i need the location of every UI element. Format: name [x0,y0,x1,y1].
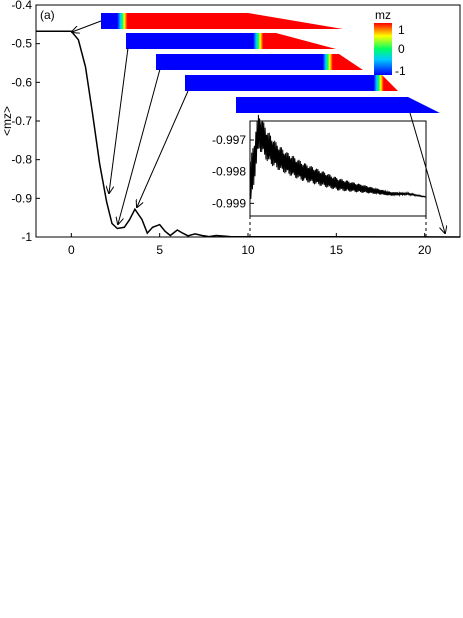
y-tick-label: -0.7 [11,114,32,128]
y-tick-label: -0.8 [11,153,32,167]
colorbar-title: mz [375,8,391,22]
strip-fill [101,13,343,29]
x-tick-label: 20 [418,243,432,257]
domain-wall [437,97,440,113]
domain-wall [373,75,384,91]
y-tick-label: -0.5 [11,37,32,51]
inset-y-tick-label: -0.997 [212,133,246,147]
inset-y-axis: -0.997 -0.998 -0.999 [212,133,254,210]
colorbar-tick-label: 1 [398,23,405,37]
x-tick-label: 0 [68,243,75,257]
snapshot-strip [156,54,363,70]
y-tick-label: -1 [21,230,32,244]
domain-wall [117,13,128,29]
y-axis: -0.4 -0.5 -0.6 -0.7 -0.8 -0.9 -1 [11,0,40,244]
strip-blue-region [236,97,440,113]
strip-red-region [262,33,336,49]
strip-blue-region [101,13,121,29]
strip-blue-region [126,33,257,49]
strip-fill [185,75,398,91]
snapshot-strips [101,13,440,113]
x-tick-label: 10 [241,243,255,257]
snapshot-strip [236,97,440,113]
domain-wall [253,33,264,49]
inset-frame [249,120,427,217]
x-tick-label: 15 [330,243,344,257]
x-tick-label: 5 [156,243,163,257]
snapshot-strip [101,13,343,29]
domain-wall [322,54,333,70]
colorbar-tick-label: -1 [395,64,406,78]
inset-series-line [249,114,427,200]
panel-label: (a) [40,8,55,22]
inset: -0.997 -0.998 -0.999 [212,114,427,237]
colorbar-gradient [374,23,392,75]
strip-red-region [331,54,363,70]
y-tick-label: -0.4 [11,0,32,12]
strip-fill [156,54,363,70]
colorbar: mz 1 0 -1 [374,8,406,78]
strip-red-region [126,13,343,29]
inset-y-tick-label: -0.998 [212,165,246,179]
strip-fill [236,97,440,113]
strip-fill [126,33,336,49]
snapshot-strip [126,33,336,49]
snapshot-arrow [72,20,102,32]
y-axis-label: <mz> [0,106,14,136]
colorbar-tick-label: 0 [398,42,405,56]
snapshot-arrow [409,112,445,233]
strip-blue-region [156,54,326,70]
strip-blue-region [185,75,377,91]
snapshot-arrow [109,47,129,193]
series-line [36,30,461,238]
snapshot-arrows [72,20,445,233]
snapshot-arrow [118,68,161,224]
inset-y-tick-label: -0.999 [212,196,246,210]
y-tick-label: -0.9 [11,191,32,205]
y-tick-label: -0.6 [11,75,32,89]
snapshot-arrow [137,90,189,207]
snapshot-strip [185,75,398,91]
x-axis: 0 5 10 15 20 [68,233,432,257]
